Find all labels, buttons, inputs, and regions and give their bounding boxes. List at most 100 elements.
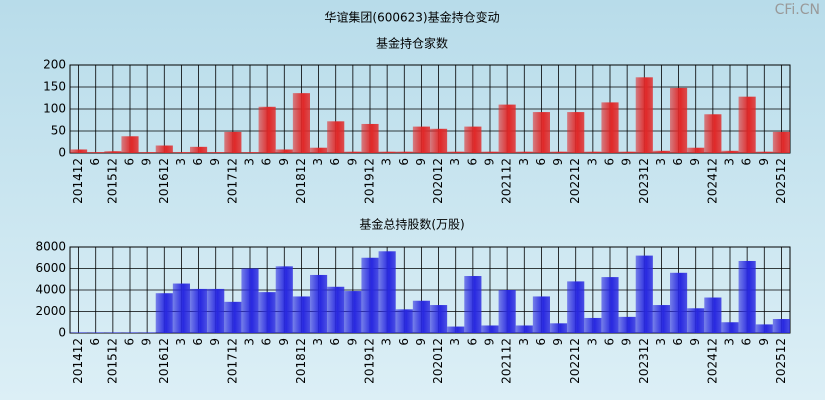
bar bbox=[224, 301, 242, 333]
x-tick-label: 6 bbox=[123, 338, 137, 346]
x-tick-label: 3 bbox=[723, 158, 737, 166]
bar bbox=[344, 291, 362, 333]
bar bbox=[532, 296, 550, 333]
bar bbox=[738, 260, 756, 333]
main-title: 华谊集团(600623)基金持仓变动 bbox=[324, 10, 499, 25]
bar bbox=[361, 123, 379, 153]
bar bbox=[104, 332, 122, 333]
bar bbox=[190, 288, 208, 333]
bar bbox=[652, 150, 670, 153]
x-tick-label: 3 bbox=[174, 338, 188, 346]
x-tick-label: 201812 bbox=[294, 338, 308, 384]
x-tick-label: 9 bbox=[620, 338, 634, 346]
bar bbox=[498, 104, 516, 153]
x-tick-label: 3 bbox=[585, 338, 599, 346]
bar bbox=[601, 277, 619, 333]
bar bbox=[772, 319, 790, 333]
x-tick-label: 6 bbox=[328, 338, 342, 346]
x-tick-label: 202212 bbox=[568, 158, 582, 204]
x-tick-label: 6 bbox=[465, 158, 479, 166]
bar bbox=[584, 151, 602, 153]
y-tick-label: 50 bbox=[51, 124, 66, 138]
bar bbox=[292, 93, 310, 153]
bar bbox=[155, 145, 173, 153]
bar bbox=[241, 268, 259, 333]
bar bbox=[635, 77, 653, 153]
x-tick-label: 202112 bbox=[500, 338, 514, 384]
x-tick-label: 202212 bbox=[568, 338, 582, 384]
bar bbox=[652, 305, 670, 333]
bar bbox=[567, 112, 585, 153]
x-tick-label: 6 bbox=[88, 338, 102, 346]
bar bbox=[207, 152, 225, 153]
bar bbox=[481, 325, 499, 333]
x-tick-label: 3 bbox=[380, 338, 394, 346]
x-tick-label: 6 bbox=[603, 158, 617, 166]
bar bbox=[704, 114, 722, 153]
bar bbox=[395, 151, 413, 153]
y-tick-label: 0 bbox=[58, 326, 66, 340]
x-tick-label: 9 bbox=[140, 338, 154, 346]
bar bbox=[704, 297, 722, 333]
bar bbox=[344, 151, 362, 153]
bar bbox=[327, 121, 345, 153]
bar bbox=[755, 151, 773, 153]
bar bbox=[378, 251, 396, 333]
bar bbox=[121, 332, 139, 333]
x-tick-label: 3 bbox=[174, 158, 188, 166]
x-tick-label: 3 bbox=[654, 158, 668, 166]
y-tick-label: 2000 bbox=[35, 304, 66, 318]
x-tick-label: 9 bbox=[483, 158, 497, 166]
bar bbox=[104, 151, 122, 153]
bar bbox=[447, 151, 465, 153]
bar bbox=[687, 147, 705, 153]
x-tick-label: 6 bbox=[671, 338, 685, 346]
bar bbox=[567, 281, 585, 333]
bar bbox=[275, 266, 293, 333]
x-tick-label: 9 bbox=[414, 158, 428, 166]
x-tick-label: 202312 bbox=[637, 338, 651, 384]
x-tick-label: 9 bbox=[140, 158, 154, 166]
bar bbox=[515, 151, 533, 153]
bar bbox=[481, 151, 499, 153]
bar bbox=[738, 96, 756, 153]
x-tick-label: 6 bbox=[465, 338, 479, 346]
bar bbox=[618, 316, 636, 333]
bar bbox=[464, 126, 482, 153]
bar bbox=[498, 290, 516, 333]
x-tick-label: 9 bbox=[414, 338, 428, 346]
x-tick-label: 6 bbox=[534, 338, 548, 346]
bar bbox=[412, 300, 430, 333]
x-tick-label: 6 bbox=[191, 158, 205, 166]
bar bbox=[395, 309, 413, 333]
x-tick-label: 6 bbox=[740, 338, 754, 346]
x-tick-label: 9 bbox=[345, 338, 359, 346]
x-tick-label: 3 bbox=[311, 158, 325, 166]
bar bbox=[755, 324, 773, 333]
x-tick-label: 3 bbox=[723, 338, 737, 346]
bar bbox=[155, 293, 173, 333]
bar bbox=[464, 276, 482, 333]
x-tick-label: 6 bbox=[328, 158, 342, 166]
x-tick-label: 201412 bbox=[71, 338, 85, 384]
bar bbox=[721, 150, 739, 153]
x-tick-label: 201712 bbox=[225, 158, 239, 204]
bar bbox=[635, 255, 653, 333]
x-tick-label: 3 bbox=[585, 158, 599, 166]
bar bbox=[772, 131, 790, 153]
bar bbox=[515, 325, 533, 333]
x-tick-label: 3 bbox=[448, 338, 462, 346]
x-tick-label: 6 bbox=[88, 158, 102, 166]
x-tick-label: 6 bbox=[191, 338, 205, 346]
bar bbox=[687, 308, 705, 333]
x-tick-label: 202012 bbox=[431, 158, 445, 204]
bar bbox=[224, 131, 242, 153]
y-tick-label: 100 bbox=[43, 102, 66, 116]
bar bbox=[327, 286, 345, 333]
x-tick-label: 3 bbox=[517, 338, 531, 346]
x-tick-label: 6 bbox=[260, 158, 274, 166]
x-tick-label: 201412 bbox=[71, 158, 85, 204]
x-tick-label: 201512 bbox=[105, 158, 119, 204]
bar bbox=[532, 112, 550, 153]
